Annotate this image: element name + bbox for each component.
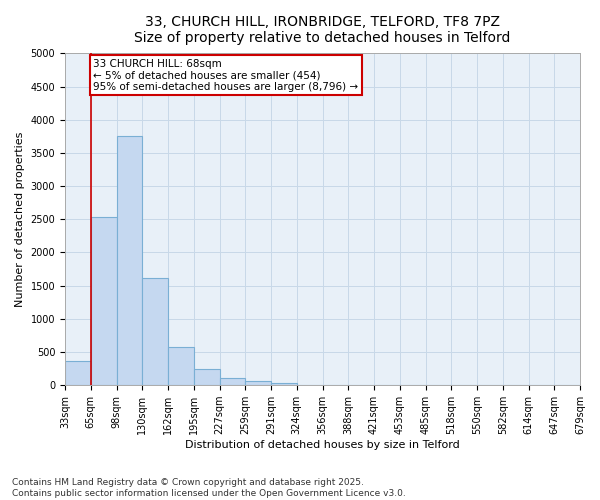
Bar (168, 348, 194, 385)
Y-axis label: Number of detached properties: Number of detached properties (15, 132, 25, 307)
X-axis label: Distribution of detached houses by size in Telford: Distribution of detached houses by size … (185, 440, 460, 450)
Bar (194, 370, 220, 385)
Text: 33 CHURCH HILL: 68sqm
← 5% of detached houses are smaller (454)
95% of semi-deta: 33 CHURCH HILL: 68sqm ← 5% of detached h… (94, 58, 358, 92)
Bar (65, 360, 91, 385)
Bar (142, 278, 168, 385)
Text: Contains HM Land Registry data © Crown copyright and database right 2025.
Contai: Contains HM Land Registry data © Crown c… (12, 478, 406, 498)
Bar (116, 136, 142, 385)
Bar (220, 378, 245, 385)
Bar (245, 381, 271, 385)
Bar (271, 383, 297, 385)
Bar (297, 384, 323, 385)
Bar (91, 218, 116, 385)
Title: 33, CHURCH HILL, IRONBRIDGE, TELFORD, TF8 7PZ
Size of property relative to detac: 33, CHURCH HILL, IRONBRIDGE, TELFORD, TF… (134, 15, 511, 45)
